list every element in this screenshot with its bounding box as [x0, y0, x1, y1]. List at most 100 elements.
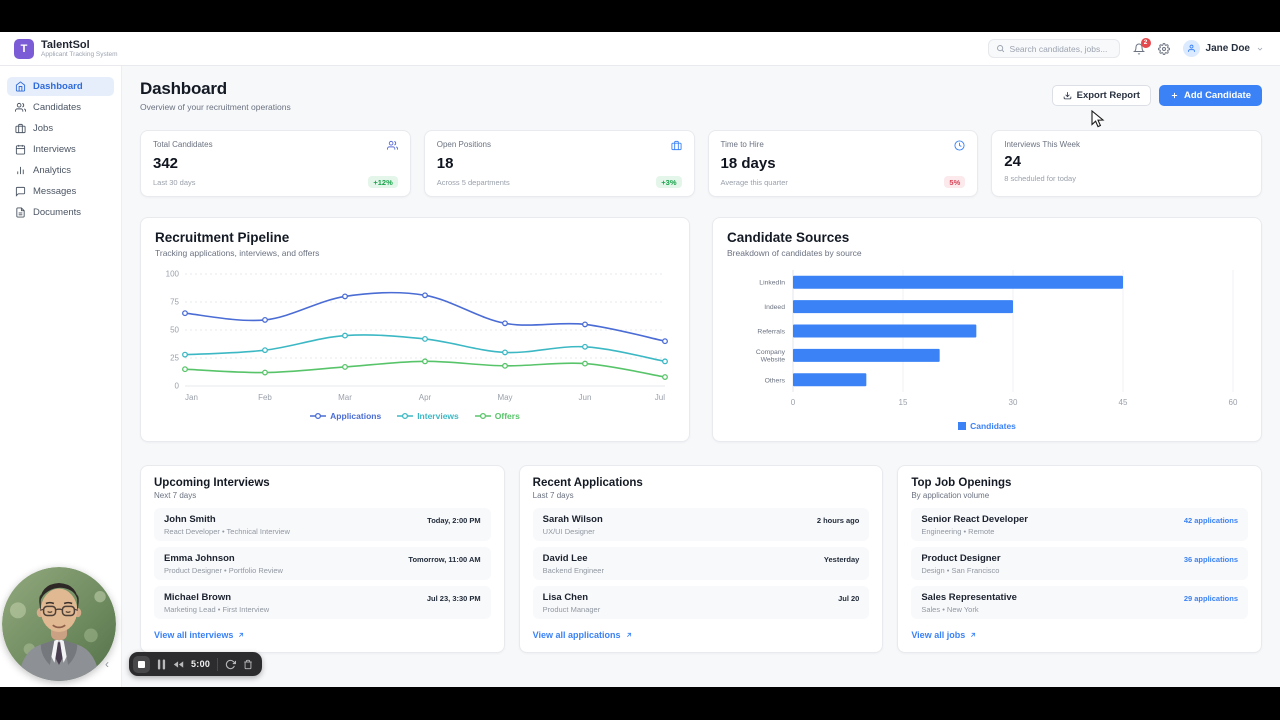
chart-subtitle: Breakdown of candidates by source	[727, 248, 862, 258]
user-name: Jane Doe	[1205, 43, 1250, 54]
application-time: Jul 20	[838, 594, 860, 603]
stat-trend-badge: +12%	[368, 176, 398, 188]
series-offers	[182, 358, 668, 380]
app-window: T TalentSol Applicant Tracking System	[0, 32, 1280, 687]
interview-row[interactable]: John Smith React Developer • Technical I…	[154, 508, 491, 541]
candidate-name: Sarah Wilson	[542, 514, 603, 525]
svg-text:100: 100	[166, 270, 180, 279]
search-input[interactable]	[1009, 43, 1112, 54]
chart-title: Candidate Sources	[727, 230, 850, 245]
bar-referrals	[793, 324, 977, 338]
candidate-role: Product Manager	[542, 605, 601, 614]
webcam-overlay[interactable]	[2, 567, 116, 681]
stat-card-interviews-this-week: Interviews This Week 24 8 scheduled for …	[991, 130, 1262, 197]
bar-company-website	[793, 348, 940, 362]
page-title: Dashboard	[140, 79, 227, 98]
restart-recording-button[interactable]	[225, 659, 237, 670]
sidebar-item-label: Documents	[33, 207, 82, 218]
top-bar: T TalentSol Applicant Tracking System	[0, 32, 1280, 66]
sidebar-item-jobs[interactable]: Jobs	[7, 119, 114, 138]
candidate-name: Emma Johnson	[164, 553, 235, 564]
stop-recording-button[interactable]	[133, 655, 150, 673]
application-row[interactable]: Lisa Chen Product Manager Jul 20	[532, 586, 870, 619]
export-report-button[interactable]: Export Report	[1051, 85, 1151, 106]
stat-label: Interviews This Week	[1004, 140, 1080, 149]
application-time: Yesterday	[823, 555, 860, 564]
top-job-openings-card: Top Job Openings By application volume S…	[897, 465, 1263, 653]
card-title: Recent Applications	[532, 477, 643, 489]
stat-card-open-positions: Open Positions 18 Across 5 departments +…	[423, 130, 695, 197]
notifications-button[interactable]: 2	[1132, 37, 1151, 55]
legend-item-candidates[interactable]: Candidates	[958, 421, 1016, 431]
sidebar-item-documents[interactable]: Documents	[7, 203, 114, 222]
bar-others	[793, 373, 867, 387]
job-row[interactable]: Product Designer Design • San Francisco …	[911, 547, 1249, 580]
bar-indeed	[793, 300, 1013, 314]
application-row[interactable]: David Lee Backend Engineer Yesterday	[532, 547, 870, 580]
applications-count-link[interactable]: 36 applications	[1183, 555, 1239, 564]
candidate-sources-chart: 0 15 30 45 60 LinkedIn Indeed Referrals Company W…	[756, 270, 1238, 407]
sidebar-item-messages[interactable]: Messages	[7, 182, 114, 201]
applications-count-link[interactable]: 42 applications	[1183, 516, 1239, 525]
interview-detail: React Developer • Technical Interview	[164, 527, 290, 536]
series-applications	[182, 291, 668, 345]
applications-count-link[interactable]: 29 applications	[1183, 594, 1239, 603]
svg-text:Indeed: Indeed	[764, 304, 785, 311]
sidebar-item-interviews[interactable]: Interviews	[7, 140, 114, 159]
interview-time: Jul 23, 3:30 PM	[426, 594, 481, 603]
card-title: Upcoming Interviews	[154, 477, 270, 489]
sidebar-item-candidates[interactable]: Candidates	[7, 98, 114, 117]
job-title: Sales Representative	[921, 592, 1017, 603]
recent-applications-card: Recent Applications Last 7 days Sarah Wi…	[518, 465, 884, 653]
stats-row: Total Candidates 342 Last 30 days +12% O…	[140, 130, 1262, 197]
recruitment-pipeline-chart: 0 25 50 75 100 Jan Feb Mar Apr May Jun Jul	[166, 270, 668, 402]
sidebar-item-dashboard[interactable]: Dashboard	[7, 77, 114, 96]
job-detail: Sales • New York	[921, 605, 979, 614]
job-row[interactable]: Senior React Developer Engineering • Rem…	[911, 508, 1249, 541]
stat-label: Open Positions	[436, 140, 492, 149]
legend-item-applications[interactable]: Applications	[310, 411, 381, 421]
delete-recording-button[interactable]	[243, 659, 253, 670]
file-text-icon	[15, 207, 26, 218]
stop-icon	[138, 660, 145, 668]
message-square-icon	[15, 186, 26, 197]
view-all-interviews-link[interactable]: View all interviews	[154, 630, 245, 640]
svg-text:0: 0	[791, 398, 796, 407]
job-row[interactable]: Sales Representative Sales • New York 29…	[911, 586, 1249, 619]
recorder-collapse-chevron[interactable]: ‹	[105, 657, 109, 671]
bar-chart-legend: Candidates	[727, 421, 1247, 433]
bell-icon	[1132, 43, 1145, 55]
settings-button[interactable]	[1157, 42, 1170, 55]
card-subtitle: Next 7 days	[154, 491, 197, 500]
app-logo: T	[14, 38, 34, 59]
svg-text:May: May	[497, 393, 512, 402]
job-detail: Design • San Francisco	[921, 566, 1000, 575]
candidate-name: Lisa Chen	[542, 592, 589, 603]
stat-subtext: Average this quarter	[720, 177, 788, 187]
pause-button[interactable]	[157, 659, 166, 670]
recorder-divider	[217, 657, 219, 671]
sidebar-item-analytics[interactable]: Analytics	[7, 161, 114, 180]
interview-time: Today, 2:00 PM	[427, 516, 481, 525]
svg-text:15: 15	[899, 398, 908, 407]
candidate-name: David Lee	[542, 553, 588, 564]
chart-subtitle: Tracking applications, interviews, and o…	[155, 248, 320, 258]
sidebar-item-label: Messages	[33, 186, 77, 197]
user-menu[interactable]: Jane Doe	[1182, 40, 1264, 57]
rewind-button[interactable]	[173, 660, 184, 669]
view-all-jobs-link[interactable]: View all jobs	[911, 630, 977, 640]
global-search[interactable]	[987, 39, 1120, 58]
svg-text:Apr: Apr	[419, 393, 432, 402]
series-interviews	[182, 332, 668, 365]
application-time: 2 hours ago	[816, 516, 860, 525]
view-all-applications-link[interactable]: View all applications	[533, 630, 633, 640]
card-subtitle: By application volume	[911, 491, 990, 500]
application-row[interactable]: Sarah Wilson UX/UI Designer 2 hours ago	[532, 508, 870, 541]
legend-item-offers[interactable]: Offers	[474, 411, 520, 421]
rewind-icon	[173, 660, 184, 668]
interview-row[interactable]: Emma Johnson Product Designer • Portfoli…	[154, 547, 491, 580]
add-candidate-button[interactable]: Add Candidate	[1158, 85, 1262, 106]
legend-item-interviews[interactable]: Interviews	[397, 411, 459, 421]
interview-row[interactable]: Michael Brown Marketing Lead • First Int…	[154, 586, 491, 619]
